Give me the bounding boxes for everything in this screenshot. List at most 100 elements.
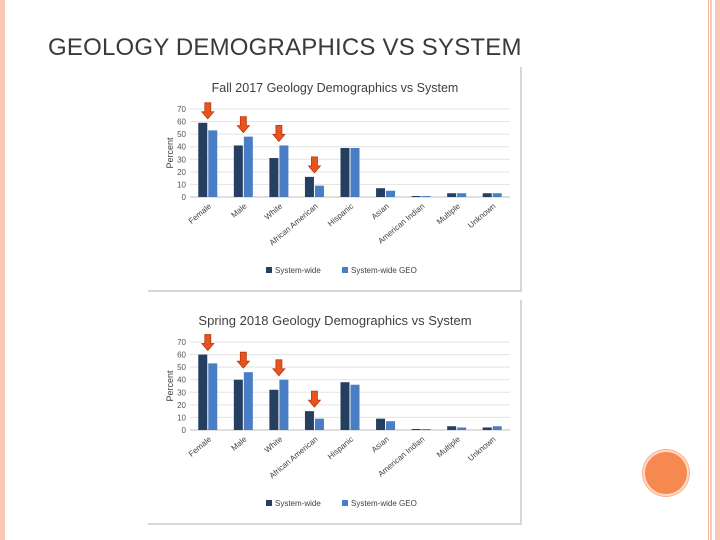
bar-system-wide-hispanic <box>340 147 350 197</box>
x-tick-label: Hispanic <box>326 435 355 462</box>
bar-system-wide-geo-american-indian <box>421 196 431 197</box>
y-tick-label: 30 <box>177 155 186 164</box>
bar-system-wide-geo-white <box>279 145 289 197</box>
arrow-african-american-icon <box>307 390 322 408</box>
arrow-female-icon <box>200 102 215 120</box>
bar-system-wide-geo-male <box>243 136 253 197</box>
legend-label: System-wide <box>275 266 321 275</box>
y-tick-label: 20 <box>177 401 186 410</box>
bar-system-wide-geo-male <box>243 372 253 430</box>
bar-system-wide-geo-african-american <box>314 185 324 197</box>
x-tick-label: Multiple <box>435 434 462 459</box>
arrow-male-icon <box>236 351 251 369</box>
y-tick-label: 20 <box>177 168 186 177</box>
x-tick-label: White <box>263 434 285 454</box>
decorative-circle <box>643 450 689 496</box>
x-tick-label: Asian <box>370 435 391 455</box>
bar-system-wide-geo-african-american <box>314 418 324 430</box>
legend-swatch-system-wide <box>266 500 272 506</box>
x-tick-label: Asian <box>370 202 391 222</box>
panel-edge <box>520 67 522 292</box>
left-accent-rail <box>0 0 5 540</box>
y-tick-label: 30 <box>177 388 186 397</box>
slide-title: GEOLOGY DEMOGRAPHICS VS SYSTEM <box>48 34 522 61</box>
bar-system-wide-geo-unknown <box>492 426 502 430</box>
chart-title: Spring 2018 Geology Demographics vs Syst… <box>198 313 471 328</box>
bar-system-wide-asian <box>376 188 386 197</box>
bar-system-wide-hispanic <box>340 382 350 430</box>
bar-system-wide-male <box>233 145 243 197</box>
y-tick-label: 40 <box>177 376 186 385</box>
y-axis-label: Percent <box>165 137 175 169</box>
arrow-african-american-icon <box>307 156 322 174</box>
bar-system-wide-geo-multiple <box>457 427 467 430</box>
bar-system-wide-female <box>198 122 208 197</box>
fall-2017-chart: Fall 2017 Geology Demographics vs System… <box>165 81 510 275</box>
bar-system-wide-african-american <box>304 411 314 430</box>
right-accent-rail-inner <box>710 0 712 540</box>
panel-edge <box>148 523 522 525</box>
bar-system-wide-geo-hispanic <box>350 147 360 197</box>
arrow-female-icon <box>200 334 215 352</box>
panel-edge <box>148 290 522 292</box>
panel-edge <box>520 300 522 525</box>
x-tick-label: Hispanic <box>326 202 355 229</box>
chart-title: Fall 2017 Geology Demographics vs System <box>212 81 459 95</box>
bar-system-wide-geo-american-indian <box>421 429 431 430</box>
y-axis-label: Percent <box>165 370 175 402</box>
bar-system-wide-unknown <box>482 427 492 430</box>
bar-system-wide-unknown <box>482 193 492 197</box>
legend-swatch-system-wide <box>266 267 272 273</box>
legend-label: System-wide <box>275 499 321 508</box>
right-accent-rail-outer <box>715 0 720 540</box>
legend-swatch-system-wide-geo <box>342 267 348 273</box>
bar-system-wide-geo-multiple <box>457 193 467 197</box>
bar-system-wide-american-indian <box>411 429 421 430</box>
legend-label: System-wide GEO <box>351 499 417 508</box>
x-tick-label: Unknown <box>466 435 497 463</box>
bar-system-wide-white <box>269 158 279 197</box>
spring-2018-chart-panel: Spring 2018 Geology Demographics vs Syst… <box>148 300 522 525</box>
bar-system-wide-geo-unknown <box>492 193 502 197</box>
y-tick-label: 40 <box>177 143 186 152</box>
bar-system-wide-white <box>269 389 279 430</box>
bar-system-wide-female <box>198 354 208 430</box>
y-tick-label: 60 <box>177 118 186 127</box>
bar-system-wide-geo-asian <box>386 190 396 197</box>
bar-system-wide-geo-female <box>208 130 218 197</box>
bar-system-wide-geo-hispanic <box>350 384 360 430</box>
arrow-male-icon <box>236 116 251 134</box>
legend-swatch-system-wide-geo <box>342 500 348 506</box>
bar-system-wide-geo-asian <box>386 421 396 430</box>
fall-2017-chart-panel: Fall 2017 Geology Demographics vs System… <box>148 67 522 292</box>
x-tick-label: Unknown <box>466 202 497 230</box>
y-tick-label: 70 <box>177 105 186 114</box>
arrow-white-icon <box>272 125 286 143</box>
bar-system-wide-african-american <box>304 176 314 197</box>
arrow-white-icon <box>272 359 286 377</box>
y-tick-label: 0 <box>182 193 187 202</box>
y-tick-label: 70 <box>177 338 186 347</box>
bar-system-wide-geo-female <box>208 363 218 430</box>
spring-2018-chart: Spring 2018 Geology Demographics vs Syst… <box>165 313 510 508</box>
y-tick-label: 50 <box>177 363 186 372</box>
bar-system-wide-asian <box>376 418 386 430</box>
x-tick-label: Male <box>230 201 249 219</box>
y-tick-label: 0 <box>182 426 187 435</box>
legend-label: System-wide GEO <box>351 266 417 275</box>
bar-system-wide-geo-white <box>279 379 289 430</box>
x-tick-label: Female <box>187 434 214 458</box>
right-rail-line <box>708 0 709 540</box>
x-tick-label: Male <box>230 434 249 452</box>
bar-system-wide-multiple <box>447 193 457 197</box>
x-tick-label: Female <box>187 201 214 225</box>
y-tick-label: 10 <box>177 180 186 189</box>
bar-system-wide-american-indian <box>411 196 421 197</box>
x-tick-label: Multiple <box>435 201 462 226</box>
x-tick-label: White <box>263 201 285 221</box>
bar-system-wide-male <box>233 379 243 430</box>
y-tick-label: 60 <box>177 351 186 360</box>
y-tick-label: 10 <box>177 413 186 422</box>
y-tick-label: 50 <box>177 130 186 139</box>
bar-system-wide-multiple <box>447 426 457 430</box>
